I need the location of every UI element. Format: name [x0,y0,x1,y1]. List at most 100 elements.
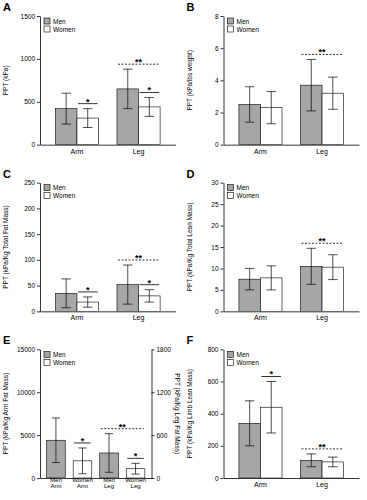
y-axis-title: PPT (kPa/Kg Limb Lean Mass) [186,369,194,458]
error-bar [307,454,316,467]
error-bar [328,457,337,467]
y-tick: 15000 [17,346,40,353]
y-tick-mark [37,392,40,393]
error-bar [266,92,275,124]
y-axis: 0200400600800 [208,346,224,482]
x-tick-label: Leg [316,148,328,156]
legend-entry: Women [44,26,76,33]
y-tick: 0 [215,141,224,148]
x-axis-line [224,145,360,146]
legend-swatch [228,359,234,365]
x-tick: Arm [254,314,267,321]
error-bar [105,434,113,473]
error-bar [78,448,86,474]
x-tick: MenArm [50,477,62,489]
y-tick-mark [221,478,224,479]
y-tick-mark [221,311,224,312]
plot: 050100150200250ArmLegPPT (kPa/Kg Total F… [2,179,176,322]
legend: MenWomen [44,184,76,199]
y-tick-label: 0 [31,308,35,315]
y-tick: 50 [28,282,40,289]
y-tick: 500 [24,98,40,105]
error-bar [307,248,316,284]
y-tick: 5 [215,286,224,293]
x-tick-label: Arm [71,314,84,321]
legend-swatch [228,26,234,32]
y-axis-title: PPT (kPa/lbs weight) [186,50,194,111]
y-tick: 100 [24,256,40,263]
legend-label: Men [53,351,66,358]
y-tick: 1500 [21,13,40,20]
y-tick-mark [221,226,224,227]
y-tick-mark [221,113,224,114]
panel: E050001000015000060012001800MenArmWomenA… [2,334,181,489]
error-bar [123,69,132,108]
legend-label: Men [53,18,66,25]
legend-swatch [228,351,234,357]
legend-entry: Women [228,359,260,366]
x-tick: Leg [316,148,328,156]
y-axis-line [224,350,225,479]
y-axis-title: PPT (kPa/Kg Arm Fat Mass) [2,373,10,455]
error-bar [61,93,70,124]
y2-tick: 1800 [152,346,172,353]
significance-label: * [86,97,90,107]
x-tick: WomenArm [72,477,93,489]
plot: 02468ArmLegPPT (kPa/lbs weight)MenWomen*… [186,13,360,156]
legend-swatch [44,351,50,357]
significance-label: * [134,451,138,461]
legend-label: Women [237,26,260,33]
y-tick-label: 5 [215,286,219,293]
y-tick-label: 600 [208,378,219,385]
y-tick: 800 [208,346,224,353]
y-tick-mark [221,204,224,205]
y-tick: 0 [215,475,224,482]
x-tick: Leg [133,148,145,156]
x-tick-label: WomenArm [72,477,93,489]
panel-title: A [3,1,11,13]
legend: MenWomen [228,184,260,199]
y-axis: 050010001500 [21,13,41,149]
plot: 050010001500ArmLegPPT (kPa)MenWomen**** [2,13,176,156]
significance-label: * [86,285,90,295]
y-tick-label: 6 [215,45,219,52]
x-tick-label: Leg [316,314,328,322]
y-tick-label: 0 [31,141,35,148]
y-tick-mark [37,311,40,312]
y-tick: 2 [215,109,224,116]
y-tick-label: 0 [31,475,35,482]
y-tick-mark [37,286,40,287]
x-tick-label: Leg [316,481,328,489]
legend-label: Men [237,18,250,25]
y-axis-line [40,17,41,146]
error-bar [131,463,139,474]
y-tick: 6 [215,45,224,52]
legend-entry: Women [228,192,260,199]
y-tick-label: 50 [28,282,36,289]
legend-entry: Men [228,351,250,358]
x-tick: WomenLeg [125,477,146,489]
y-axis-line [40,350,41,479]
legend: MenWomen [44,18,76,33]
plot: 051015202530ArmLegPPT (kPa/Kg Total Lean… [186,179,360,322]
x-tick: Leg [316,481,328,489]
y-tick-label: 250 [24,179,35,186]
x-tick-label: Leg [133,314,145,322]
x-axis-line [41,145,177,146]
y-axis: 0 50 100 150 200 250 [24,179,40,315]
y-tick-label: 150 [24,231,35,238]
x-axis-line [41,311,177,312]
y2-tick-label: 1800 [157,346,172,353]
y-tick: 4 [215,77,224,84]
y-axis-line [40,183,41,312]
error-bar [52,418,60,463]
x-tick: Arm [71,314,84,321]
x-axis: ArmLeg [41,145,177,155]
y-tick: 0 [215,308,224,315]
figure: A050010001500ArmLegPPT (kPa)MenWomen****… [0,0,367,500]
y2-axis-line [152,350,153,479]
y-tick-label: 200 [24,205,35,212]
y-tick-mark [221,16,224,17]
legend: MenWomen [228,18,260,33]
x-tick-label: MenArm [50,477,62,489]
